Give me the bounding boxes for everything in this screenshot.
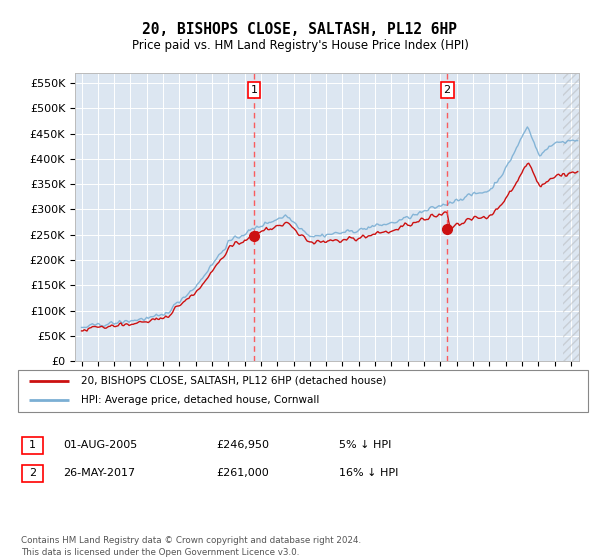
Text: Contains HM Land Registry data © Crown copyright and database right 2024.
This d: Contains HM Land Registry data © Crown c… [21, 536, 361, 557]
Text: 20, BISHOPS CLOSE, SALTASH, PL12 6HP (detached house): 20, BISHOPS CLOSE, SALTASH, PL12 6HP (de… [80, 376, 386, 386]
Text: £261,000: £261,000 [216, 468, 269, 478]
Text: £246,950: £246,950 [216, 440, 269, 450]
Text: 01-AUG-2005: 01-AUG-2005 [63, 440, 137, 450]
Text: 2: 2 [443, 85, 451, 95]
Text: 1: 1 [29, 440, 36, 450]
Text: 1: 1 [251, 85, 257, 95]
FancyBboxPatch shape [22, 465, 43, 482]
Text: 20, BISHOPS CLOSE, SALTASH, PL12 6HP: 20, BISHOPS CLOSE, SALTASH, PL12 6HP [143, 22, 458, 38]
Text: 16% ↓ HPI: 16% ↓ HPI [339, 468, 398, 478]
Text: HPI: Average price, detached house, Cornwall: HPI: Average price, detached house, Corn… [80, 395, 319, 405]
FancyBboxPatch shape [22, 437, 43, 454]
Text: 26-MAY-2017: 26-MAY-2017 [63, 468, 135, 478]
Text: 2: 2 [29, 468, 36, 478]
Text: 5% ↓ HPI: 5% ↓ HPI [339, 440, 391, 450]
FancyBboxPatch shape [18, 370, 588, 412]
Text: Price paid vs. HM Land Registry's House Price Index (HPI): Price paid vs. HM Land Registry's House … [131, 39, 469, 52]
Bar [563, 73, 579, 361]
